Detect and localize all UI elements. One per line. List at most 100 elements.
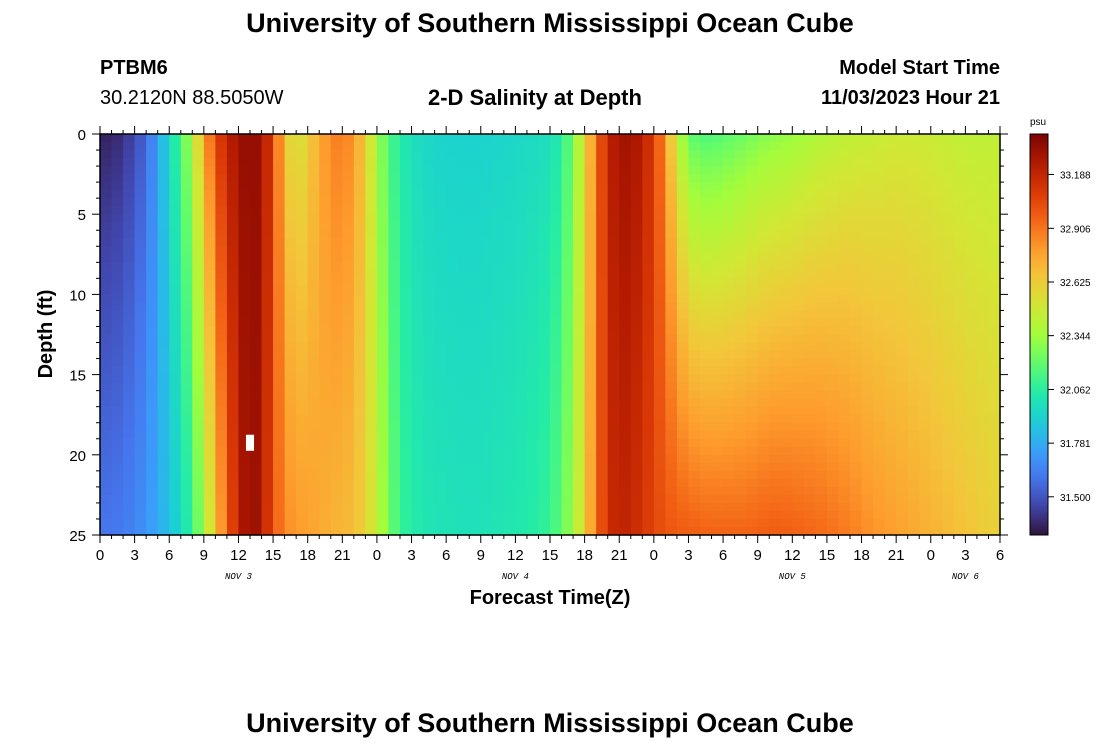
heatmap-cell: [757, 190, 770, 199]
heatmap-cell: [619, 230, 632, 239]
heatmap-cell: [446, 470, 459, 480]
heatmap-cell: [676, 502, 690, 512]
heatmap-cell: [446, 310, 459, 320]
heatmap-cell: [307, 270, 320, 279]
heatmap-cell: [700, 374, 713, 384]
heatmap-cell: [711, 486, 724, 496]
heatmap-cell: [826, 366, 840, 376]
heatmap-cell: [792, 286, 805, 295]
heatmap-cell: [526, 262, 540, 271]
heatmap-cell: [446, 142, 459, 151]
heatmap-cell: [596, 134, 609, 143]
heatmap-cell: [480, 422, 493, 432]
heatmap-cell: [907, 526, 920, 536]
heatmap-cell: [388, 286, 401, 295]
heatmap-cell: [838, 342, 851, 352]
heatmap-cell: [596, 294, 609, 304]
heatmap-cell: [734, 198, 747, 207]
heatmap-cell: [180, 374, 193, 384]
heatmap-cell: [400, 214, 413, 223]
heatmap-cell: [342, 254, 355, 263]
heatmap-cell: [988, 470, 1001, 480]
heatmap-cell: [688, 342, 701, 352]
heatmap-cell: [584, 366, 597, 376]
heatmap-cell: [607, 142, 620, 151]
heatmap-cell: [965, 334, 978, 344]
heatmap-cell: [296, 158, 309, 167]
heatmap-cell: [261, 222, 274, 231]
heatmap-cell: [688, 326, 701, 336]
heatmap-cell: [792, 158, 805, 167]
heatmap-cell: [700, 526, 713, 536]
heatmap-cell: [469, 454, 482, 464]
heatmap-cell: [700, 286, 713, 295]
heatmap-cell: [861, 462, 874, 472]
x-tick-label: 6: [719, 547, 727, 564]
heatmap-cell: [619, 302, 632, 312]
heatmap-cell: [526, 158, 540, 167]
heatmap-cell: [307, 374, 320, 384]
heatmap-cell: [850, 358, 863, 368]
heatmap-cell: [180, 470, 193, 480]
heatmap-cell: [238, 254, 251, 263]
heatmap-cell: [400, 262, 413, 271]
heatmap-cell: [630, 462, 643, 472]
heatmap-cell: [100, 326, 113, 336]
heatmap-cell: [953, 238, 966, 247]
heatmap-cell: [342, 382, 355, 392]
heatmap-cell: [538, 398, 551, 408]
heatmap-cell: [296, 182, 309, 191]
heatmap-cell: [688, 526, 701, 536]
heatmap-cell: [215, 158, 228, 167]
heatmap-cell: [492, 302, 505, 312]
heatmap-cell: [803, 470, 816, 480]
heatmap-cell: [930, 198, 943, 207]
heatmap-cell: [746, 230, 759, 239]
heatmap-cell: [261, 446, 274, 456]
heatmap-cell: [850, 294, 863, 304]
heatmap-cell: [538, 334, 551, 344]
heatmap-cell: [653, 342, 666, 352]
heatmap-cell: [596, 494, 609, 504]
heatmap-cell: [930, 526, 943, 536]
heatmap-cell: [169, 318, 182, 328]
heatmap-cell: [146, 430, 159, 440]
heatmap-cell: [780, 174, 793, 183]
heatmap-cell: [746, 294, 759, 304]
heatmap-cell: [884, 270, 897, 279]
heatmap-cell: [746, 358, 759, 368]
heatmap-cell: [203, 398, 216, 408]
heatmap-cell: [238, 190, 251, 199]
heatmap-cell: [192, 222, 205, 231]
heatmap-cell: [169, 382, 182, 392]
heatmap-cell: [376, 502, 390, 512]
heatmap-cell: [353, 406, 366, 416]
heatmap-cell: [919, 142, 932, 151]
heatmap-cell: [250, 230, 263, 239]
heatmap-cell: [734, 446, 747, 456]
heatmap-cell: [273, 134, 286, 143]
heatmap-cell: [619, 470, 632, 480]
heatmap-cell: [953, 198, 966, 207]
heatmap-cell: [873, 142, 886, 151]
heatmap-cell: [815, 374, 828, 384]
heatmap-cell: [792, 230, 805, 239]
heatmap-cell: [273, 454, 286, 464]
heatmap-cell: [838, 142, 851, 151]
heatmap-cell: [688, 358, 701, 368]
heatmap-cell: [215, 462, 228, 472]
heatmap-cell: [538, 230, 551, 239]
heatmap-cell: [123, 230, 136, 239]
heatmap-cell: [826, 374, 840, 384]
heatmap-cell: [803, 278, 816, 287]
heatmap-cell: [296, 150, 309, 159]
heatmap-cell: [423, 494, 436, 504]
heatmap-cell: [976, 502, 990, 512]
heatmap-cell: [169, 502, 182, 512]
heatmap-cell: [896, 454, 909, 464]
heatmap-cell: [526, 438, 540, 448]
heatmap-cell: [838, 350, 851, 360]
heatmap-cell: [873, 502, 886, 512]
heatmap-cell: [446, 398, 459, 408]
heatmap-cell: [676, 350, 690, 360]
